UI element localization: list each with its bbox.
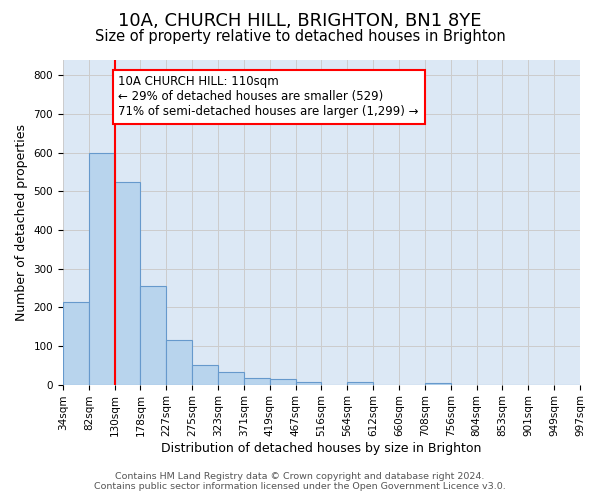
Bar xyxy=(140,286,166,384)
Bar xyxy=(166,340,192,384)
Text: Contains HM Land Registry data © Crown copyright and database right 2024.
Contai: Contains HM Land Registry data © Crown c… xyxy=(94,472,506,491)
Bar xyxy=(244,378,270,384)
Y-axis label: Number of detached properties: Number of detached properties xyxy=(15,124,28,321)
Text: Size of property relative to detached houses in Brighton: Size of property relative to detached ho… xyxy=(95,29,505,44)
X-axis label: Distribution of detached houses by size in Brighton: Distribution of detached houses by size … xyxy=(161,442,482,455)
Bar xyxy=(347,382,373,384)
Bar xyxy=(218,372,244,384)
Bar xyxy=(270,379,296,384)
Bar xyxy=(192,366,218,384)
Text: 10A CHURCH HILL: 110sqm
← 29% of detached houses are smaller (529)
71% of semi-d: 10A CHURCH HILL: 110sqm ← 29% of detache… xyxy=(118,76,419,118)
Bar xyxy=(296,382,322,384)
Text: 10A, CHURCH HILL, BRIGHTON, BN1 8YE: 10A, CHURCH HILL, BRIGHTON, BN1 8YE xyxy=(118,12,482,30)
Bar xyxy=(89,152,115,384)
Bar xyxy=(115,182,140,384)
Bar xyxy=(425,382,451,384)
Bar xyxy=(63,302,89,384)
